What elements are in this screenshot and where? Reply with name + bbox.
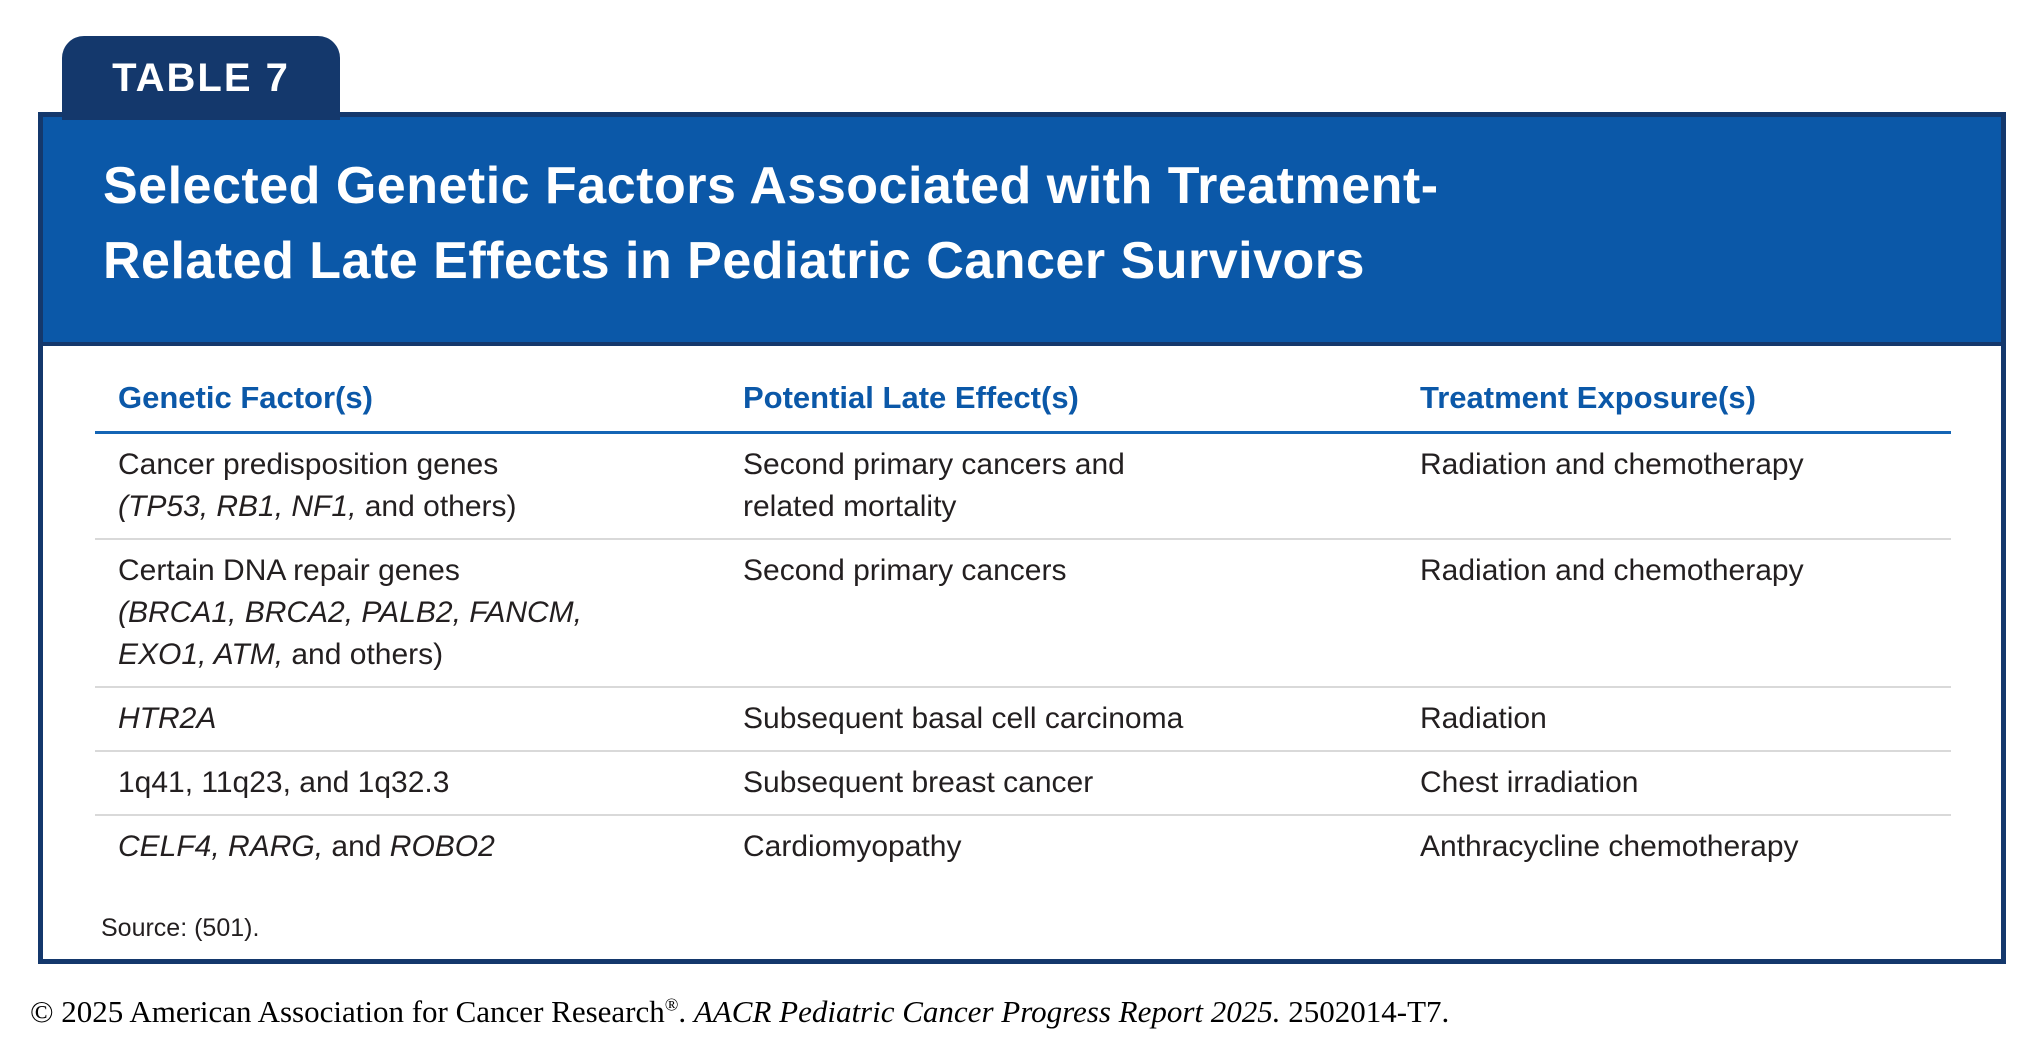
cell-potential-late-effect: Subsequent breast cancer <box>743 752 1420 816</box>
cell-treatment-exposure: Radiation and chemotherapy <box>1420 434 1951 540</box>
cell-genetic-factor: Cancer predisposition genes (TP53, RB1, N… <box>95 434 743 540</box>
source-note: Source: (501). <box>101 914 260 942</box>
cell-genetic-factor: HTR2A <box>95 688 743 752</box>
cell-potential-late-effect: Second primary cancers and related mortal… <box>743 434 1420 540</box>
data-table: Genetic Factor(s) Potential Late Effect(… <box>95 372 1951 878</box>
table-body-area: Genetic Factor(s) Potential Late Effect(… <box>43 346 2001 943</box>
column-header-potential-late-effect: Potential Late Effect(s) <box>743 372 1420 434</box>
cell-treatment-exposure: Anthracycline chemotherapy <box>1420 830 1799 863</box>
table-number-label: TABLE 7 <box>112 55 290 100</box>
column-header-treatment-exposure: Treatment Exposure(s) <box>1420 372 1951 434</box>
table-title-line-1: Selected Genetic Factors Associated with… <box>103 157 1439 215</box>
cell-potential-late-effect: Second primary cancers <box>743 540 1420 688</box>
table-number-tab: TABLE 7 <box>62 36 340 120</box>
cell-potential-late-effect: Subsequent basal cell carcinoma <box>743 688 1420 752</box>
cell-genetic-factor: CELF4, RARG, and ROBO2 <box>118 830 495 863</box>
table-title: Selected Genetic Factors Associated with… <box>103 149 1961 299</box>
cell-treatment-exposure: Radiation and chemotherapy <box>1420 540 1951 688</box>
cell-genetic-factor: 1q41, 11q23, and 1q32.3 <box>95 752 743 816</box>
table-title-line-2: Related Late Effects in Pediatric Cancer… <box>103 232 1365 290</box>
cell-genetic-factor: Certain DNA repair genes (BRCA1, BRCA2, P… <box>95 540 743 688</box>
cell-treatment-exposure: Chest irradiation <box>1420 752 1951 816</box>
table-card: Selected Genetic Factors Associated with… <box>38 112 2006 964</box>
cell-treatment-exposure: Radiation <box>1420 688 1951 752</box>
table-title-band: Selected Genetic Factors Associated with… <box>43 117 2001 346</box>
cell-potential-late-effect: Cardiomyopathy <box>743 830 962 863</box>
copyright-footer: © 2025 American Association for Cancer R… <box>30 994 1450 1029</box>
column-header-genetic-factor: Genetic Factor(s) <box>95 372 743 434</box>
